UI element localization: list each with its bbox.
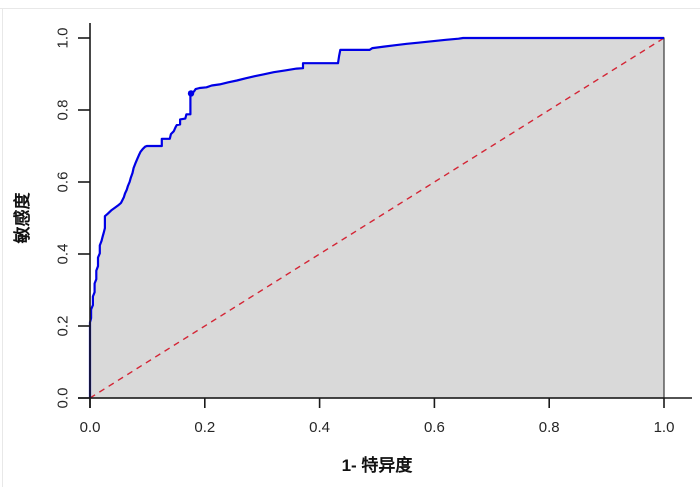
y-ticks: 0.0 0.2 0.4 0.6 0.8 1.0: [54, 28, 90, 409]
roc-point-marker: [187, 90, 195, 97]
reference-diagonal-line: [89, 37, 665, 399]
x-tick-label: 0.4: [309, 419, 330, 436]
page-top-border: [0, 8, 700, 9]
y-axis: 0.0 0.2 0.4 0.6 0.8 1.0: [54, 23, 91, 409]
x-tick-label: 0.0: [80, 419, 101, 436]
x-tick-label: 0.8: [539, 419, 560, 436]
page-left-border: [2, 8, 3, 487]
y-tick-label: 0.2: [54, 316, 71, 337]
x-axis: 0.0 0.2 0.4 0.6 0.8 1.0: [78, 397, 692, 436]
plot-area: [88, 36, 665, 399]
roc-curve-line: [88, 36, 664, 398]
x-axis-title: 1- 特异度: [342, 455, 414, 475]
y-tick-label: 0.4: [54, 244, 71, 265]
y-tick-label: 1.0: [54, 28, 71, 49]
x-ticks: 0.0 0.2 0.4 0.6 0.8 1.0: [80, 398, 675, 436]
y-tick-label: 0.8: [54, 100, 71, 121]
x-tick-label: 0.2: [194, 419, 215, 436]
x-tick-label: 1.0: [654, 419, 675, 436]
y-tick-label: 0.0: [54, 388, 71, 409]
y-axis-title: 敏感度: [12, 192, 32, 245]
y-tick-label: 0.6: [54, 172, 71, 193]
x-tick-label: 0.6: [424, 419, 445, 436]
